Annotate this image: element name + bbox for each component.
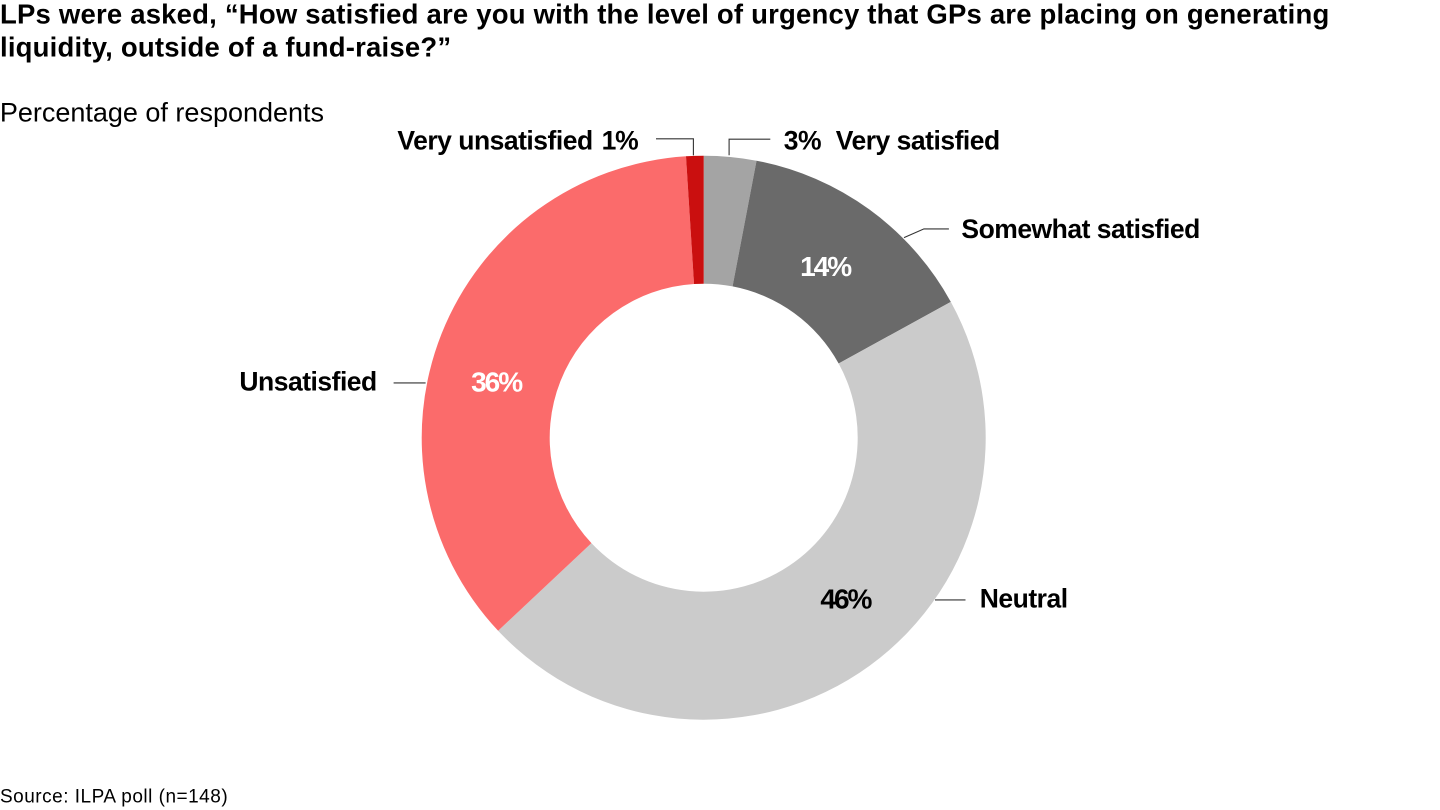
svg-text:Very unsatisfied: Very unsatisfied (397, 126, 592, 156)
svg-text:LPs were asked, “How satisfied: LPs were asked, “How satisfied are you w… (0, 0, 1329, 29)
svg-text:1%: 1% (602, 126, 639, 156)
svg-text:Somewhat satisfied: Somewhat satisfied (961, 214, 1199, 244)
svg-text:36%: 36% (471, 366, 523, 397)
svg-text:Very satisfied: Very satisfied (836, 125, 1000, 155)
svg-text:14%: 14% (800, 251, 852, 282)
svg-text:liquidity, outside of a fund-r: liquidity, outside of a fund-raise?” (0, 31, 451, 62)
svg-text:Unsatisfied: Unsatisfied (239, 367, 376, 397)
svg-text:Percentage of respondents: Percentage of respondents (0, 97, 324, 127)
svg-text:Neutral: Neutral (980, 583, 1068, 613)
svg-text:3%: 3% (784, 125, 821, 155)
svg-text:Source: ILPA poll (n=148): Source: ILPA poll (n=148) (0, 786, 228, 807)
svg-text:46%: 46% (820, 584, 872, 615)
